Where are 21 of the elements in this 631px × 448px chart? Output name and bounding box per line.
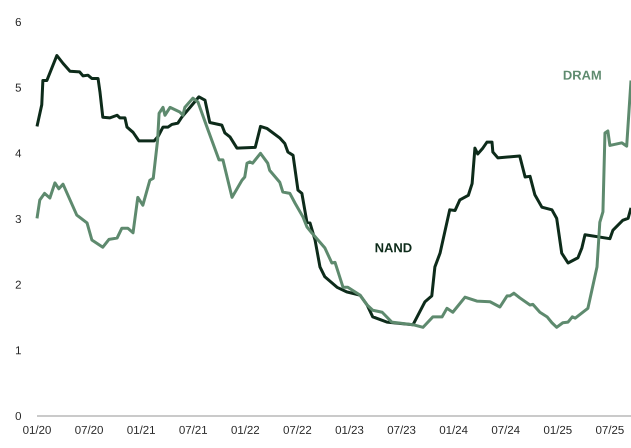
- y-tick-label: 2: [16, 280, 21, 289]
- x-tick-label: 01/21: [127, 426, 155, 434]
- x-tick-label: 01/24: [440, 426, 468, 434]
- text: NAND: [376, 243, 412, 252]
- y-tick-label: 3: [16, 214, 21, 224]
- x-tick-label: 01/20: [23, 426, 51, 434]
- x-tick-label: 07/24: [492, 426, 520, 434]
- x-tick-label: 07/23: [388, 426, 416, 434]
- y-tick-label: 6: [16, 18, 21, 26]
- x-tick-label: 07/21: [179, 426, 208, 434]
- y-tick-label: 5: [16, 84, 21, 92]
- y-tick-label: 1: [16, 346, 21, 354]
- x-tick-label: 01/25: [544, 426, 572, 434]
- x-tick-label: 07/22: [284, 426, 312, 434]
- x-tick-label: 07/20: [75, 426, 103, 434]
- x-tick-label: 01/22: [231, 426, 260, 434]
- y-tick-label: 4: [15, 149, 22, 158]
- y-tick-label: 0: [16, 412, 22, 420]
- x-tick-label: 01/23: [336, 426, 364, 434]
- text: DRAM: [564, 70, 601, 80]
- x-tick-label: 07/25: [596, 426, 624, 434]
